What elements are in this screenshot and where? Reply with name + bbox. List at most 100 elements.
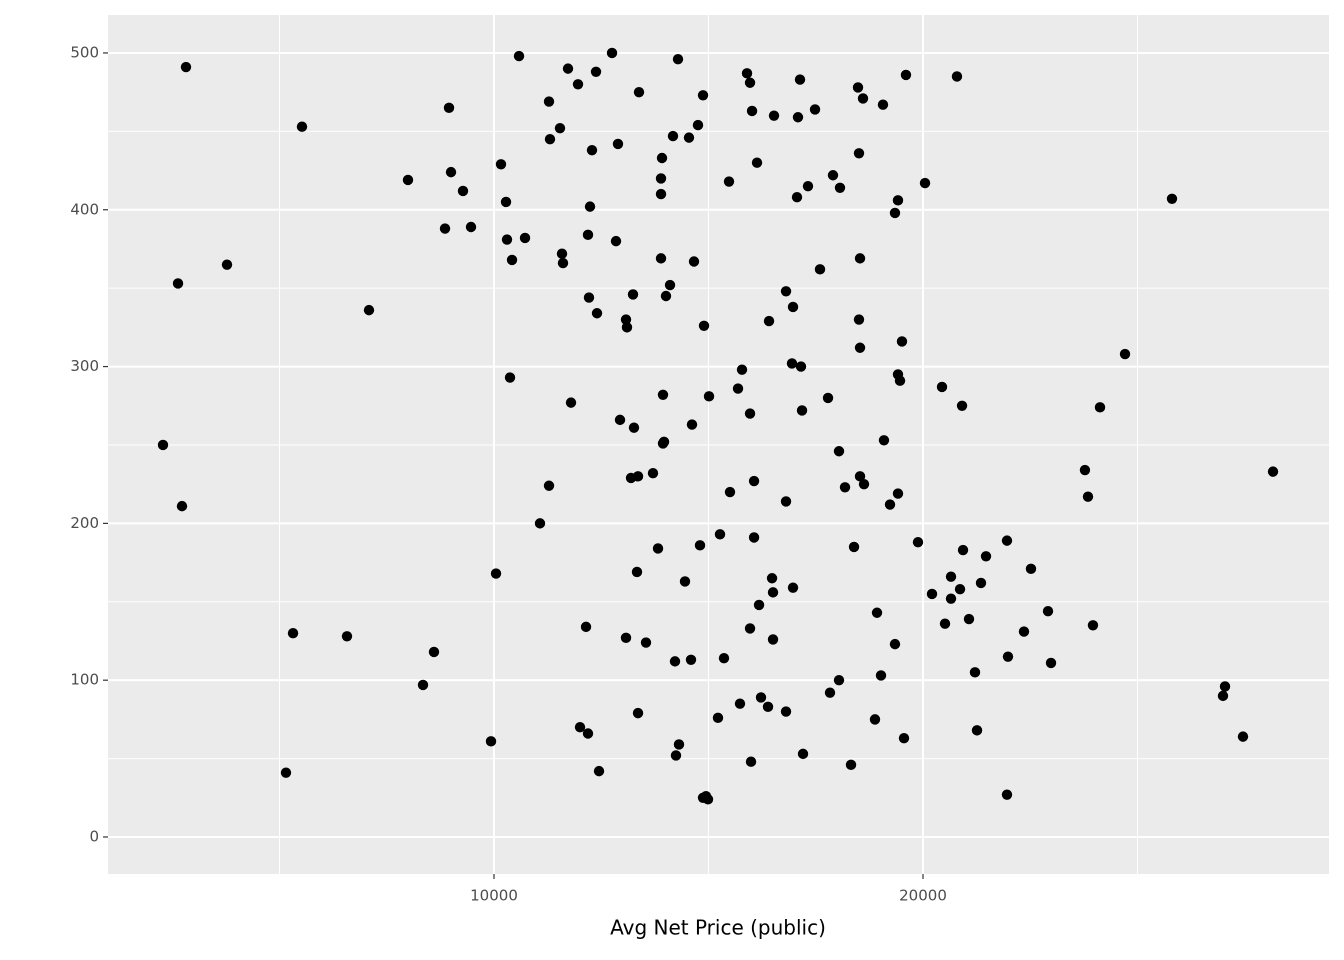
point	[445, 166, 457, 178]
y-tick-label: 300	[70, 357, 99, 375]
points	[157, 47, 1279, 805]
point	[787, 582, 799, 593]
point	[827, 170, 839, 181]
point	[744, 77, 756, 88]
point	[1045, 657, 1057, 669]
point	[593, 765, 605, 777]
point	[1042, 605, 1054, 617]
point	[574, 722, 586, 733]
point	[712, 712, 724, 724]
point	[627, 289, 639, 300]
point	[1119, 348, 1131, 360]
point	[1166, 193, 1178, 204]
point	[628, 422, 640, 433]
point	[744, 623, 756, 634]
point	[892, 195, 904, 206]
point	[969, 667, 981, 678]
point	[741, 68, 753, 79]
point	[660, 290, 672, 302]
point	[875, 670, 887, 681]
point	[591, 308, 603, 319]
point	[945, 593, 957, 604]
point	[794, 74, 806, 85]
point	[869, 714, 881, 725]
point	[936, 381, 948, 393]
point	[1237, 731, 1249, 742]
point	[506, 254, 518, 266]
point	[755, 692, 767, 703]
point	[495, 159, 507, 170]
y-tick-label: 200	[70, 514, 99, 532]
point	[501, 234, 513, 245]
point	[971, 725, 983, 736]
point	[975, 577, 987, 589]
point	[857, 93, 869, 104]
point	[824, 687, 836, 698]
point	[724, 486, 736, 498]
point	[912, 536, 924, 548]
point	[657, 389, 669, 400]
point	[746, 105, 758, 117]
point	[632, 471, 644, 482]
point	[296, 121, 308, 132]
point	[221, 259, 233, 270]
point	[562, 63, 574, 74]
point	[572, 79, 584, 90]
point	[582, 229, 594, 241]
point	[631, 566, 643, 578]
y-tick-label: 500	[70, 43, 99, 61]
point	[443, 102, 455, 114]
point	[896, 336, 908, 347]
point	[766, 573, 778, 584]
point	[679, 576, 691, 587]
point	[341, 631, 353, 642]
point	[614, 414, 626, 426]
point	[287, 627, 299, 639]
point	[898, 733, 910, 744]
point	[621, 322, 633, 333]
point	[1219, 681, 1231, 692]
point	[457, 185, 469, 197]
point	[884, 499, 896, 510]
point	[763, 315, 775, 327]
point	[670, 750, 682, 761]
point	[685, 654, 697, 665]
point	[792, 112, 804, 123]
point	[402, 174, 414, 186]
point	[176, 500, 188, 512]
point	[485, 736, 497, 747]
point	[657, 438, 669, 449]
point	[854, 471, 866, 482]
point	[951, 71, 963, 82]
y-tick-label: 100	[70, 671, 99, 689]
point	[465, 221, 477, 233]
point	[363, 304, 375, 316]
point	[954, 584, 966, 595]
point	[889, 638, 901, 650]
point	[786, 358, 798, 369]
point	[744, 408, 756, 419]
point	[768, 110, 780, 121]
point	[606, 47, 618, 59]
point	[894, 375, 906, 386]
point	[795, 361, 807, 372]
point	[157, 439, 169, 451]
point	[586, 144, 598, 156]
point	[1079, 464, 1091, 476]
y-tick-label: 0	[89, 827, 99, 845]
point	[751, 157, 763, 168]
point	[672, 54, 684, 65]
point	[1002, 651, 1014, 662]
point	[490, 568, 502, 579]
point	[580, 621, 592, 633]
point	[703, 391, 715, 402]
point	[834, 182, 846, 194]
point	[688, 256, 700, 267]
point	[787, 301, 799, 313]
point	[723, 176, 735, 187]
point	[519, 232, 531, 244]
point	[957, 544, 969, 556]
point	[172, 278, 184, 289]
point	[590, 66, 602, 77]
point	[655, 253, 667, 264]
